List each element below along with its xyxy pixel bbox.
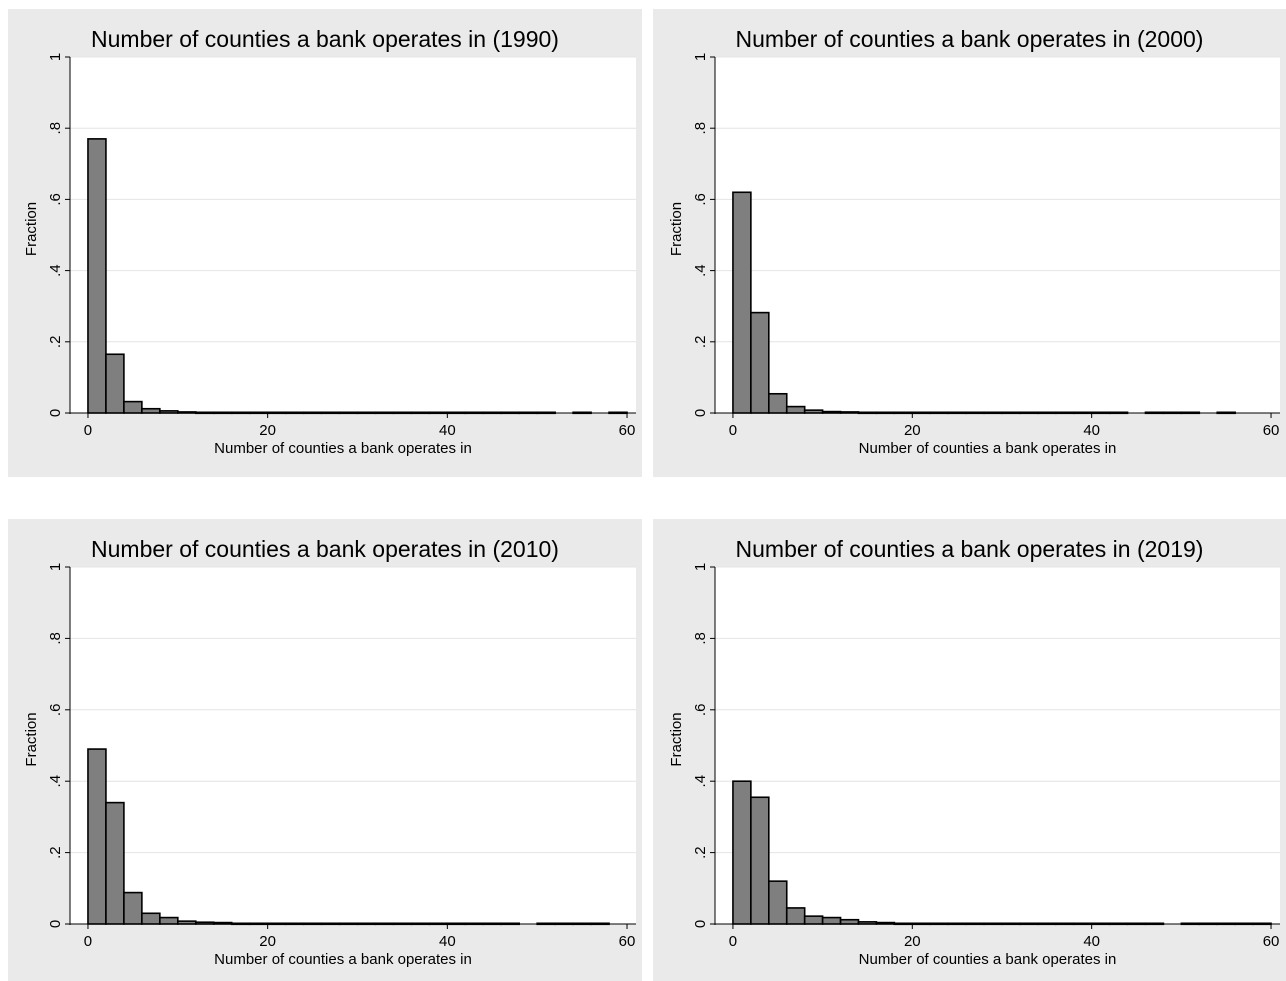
y-tick-label: 0 xyxy=(692,409,709,417)
chart-panel-2000: 0 .2 .4 .6 .8 1 0 20 40 60 Number of counties a ba… xyxy=(653,9,1286,477)
x-tick-label: 0 xyxy=(84,422,92,439)
plot-area xyxy=(70,567,636,924)
chart-title: Number of counties a bank operates in (2… xyxy=(735,536,1204,562)
y-tick-label: .4 xyxy=(692,264,709,277)
histogram-bar xyxy=(141,407,161,414)
x-tick-label: 20 xyxy=(259,933,276,950)
x-axis-title: Number of counties a bank operates in xyxy=(859,440,1117,457)
x-tick-label: 40 xyxy=(1083,933,1100,950)
histogram-bar xyxy=(105,353,125,414)
plot-area xyxy=(715,57,1280,413)
y-tick-label: 1 xyxy=(47,563,64,571)
y-tick-label: 1 xyxy=(692,563,709,571)
chart-svg: 0 .2 .4 .6 .8 1 0 20 40 60 Number of counties a ba… xyxy=(668,53,1280,457)
histogram-bar xyxy=(732,780,752,925)
y-tick-label: 0 xyxy=(47,409,64,417)
histogram-bar xyxy=(87,138,107,414)
chart-svg: 0 .2 .4 .6 .8 1 0 20 40 60 Number of counties a ba… xyxy=(23,53,636,457)
y-tick-label: 0 xyxy=(692,920,709,928)
y-tick-label: .6 xyxy=(692,704,709,717)
chart-title: Number of counties a bank operates in (2… xyxy=(735,26,1204,52)
histogram-bar xyxy=(732,191,752,414)
y-tick-label: .4 xyxy=(47,264,64,277)
x-axis-title: Number of counties a bank operates in xyxy=(214,951,472,968)
histogram-bar xyxy=(141,912,161,925)
y-tick-label: .6 xyxy=(47,704,64,717)
x-tick-label: 20 xyxy=(904,422,921,439)
x-tick-label: 20 xyxy=(904,933,921,950)
y-tick-label: 1 xyxy=(47,53,64,61)
y-tick-label: 1 xyxy=(692,53,709,61)
histogram-bar xyxy=(821,916,842,925)
chart-title: Number of counties a bank operates in (1… xyxy=(91,26,559,52)
histogram-bar xyxy=(750,796,770,925)
y-axis-title: Fraction xyxy=(668,712,685,766)
x-tick-label: 40 xyxy=(439,422,456,439)
histogram-bar xyxy=(105,801,125,925)
histogram-bar xyxy=(159,916,179,925)
chart-panel-1990: 0 .2 .4 .6 .8 1 0 20 40 60 Number of counties a ba… xyxy=(8,9,642,477)
y-axis-title: Fraction xyxy=(23,202,40,256)
y-tick-label: .8 xyxy=(47,122,64,135)
plot-area xyxy=(70,57,636,413)
y-tick-label: .2 xyxy=(692,336,709,349)
x-tick-label: 40 xyxy=(439,933,456,950)
y-tick-label: .4 xyxy=(47,775,64,788)
histogram-bar xyxy=(750,311,770,414)
histogram-bar xyxy=(785,907,806,925)
y-axis-title: Fraction xyxy=(23,712,40,766)
x-axis-title: Number of counties a bank operates in xyxy=(859,951,1117,968)
y-tick-label: .6 xyxy=(47,193,64,206)
x-axis-title: Number of counties a bank operates in xyxy=(214,440,472,457)
chart-svg: 0 .2 .4 .6 .8 1 0 20 40 60 Number of counties a ba… xyxy=(23,563,636,968)
y-tick-label: .8 xyxy=(692,122,709,135)
plot-area xyxy=(715,567,1280,924)
x-tick-label: 0 xyxy=(729,933,737,950)
chart-panel-2010: 0 .2 .4 .6 .8 1 0 20 40 60 Number of counties a ba… xyxy=(8,519,642,981)
x-tick-label: 60 xyxy=(1263,422,1280,439)
x-tick-label: 60 xyxy=(619,933,636,950)
histogram-bar xyxy=(785,405,806,414)
chart-panel-2019: 0 .2 .4 .6 .8 1 0 20 40 60 Number of counties a ba… xyxy=(653,519,1286,981)
histogram-bar xyxy=(768,880,788,925)
x-tick-label: 0 xyxy=(729,422,737,439)
x-tick-label: 20 xyxy=(259,422,276,439)
y-tick-label: .4 xyxy=(692,775,709,788)
y-tick-label: 0 xyxy=(47,920,64,928)
y-tick-label: .2 xyxy=(692,846,709,859)
histogram-bar xyxy=(839,918,860,925)
y-tick-label: .2 xyxy=(47,846,64,859)
x-tick-label: 60 xyxy=(1263,933,1280,950)
chart-svg: 0 .2 .4 .6 .8 1 0 20 40 60 Number of counties a ba… xyxy=(668,563,1280,968)
y-tick-label: .2 xyxy=(47,336,64,349)
histogram-bar xyxy=(123,400,143,414)
histogram-bar xyxy=(768,392,788,414)
x-tick-label: 40 xyxy=(1083,422,1100,439)
histogram-bar xyxy=(123,891,143,925)
x-tick-label: 0 xyxy=(84,933,92,950)
y-axis-title: Fraction xyxy=(668,202,685,256)
histogram-bar xyxy=(87,748,107,925)
histogram-bar xyxy=(803,915,824,925)
y-tick-label: .8 xyxy=(692,632,709,645)
y-tick-label: .8 xyxy=(47,632,64,645)
x-tick-label: 60 xyxy=(619,422,636,439)
chart-title: Number of counties a bank operates in (2… xyxy=(91,536,559,562)
y-tick-label: .6 xyxy=(692,193,709,206)
